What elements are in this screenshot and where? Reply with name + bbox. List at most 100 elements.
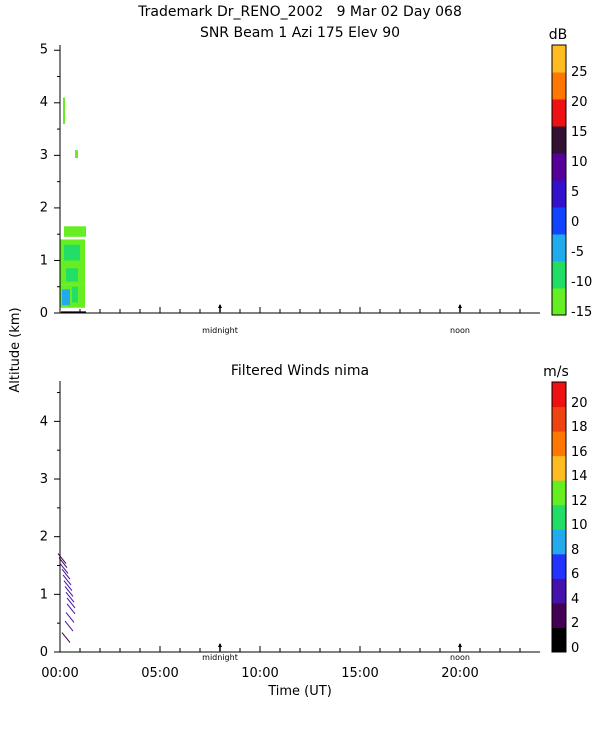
colorbar-swatch-8: [552, 72, 566, 100]
colorbar-swatch-2: [552, 234, 566, 262]
colorbar-swatch-10: [552, 382, 566, 408]
snr-cell-3: [62, 289, 70, 306]
cb1-tick-7: -10: [571, 275, 592, 290]
wind-barb-5: [65, 591, 75, 603]
xtick-1: 05:00: [141, 666, 178, 681]
wind-barb-4: [66, 597, 76, 609]
panel2-title: Filtered Winds nima: [231, 363, 369, 379]
panel1-ytick-2: 2: [40, 201, 48, 216]
colorbar-swatch-9: [552, 45, 566, 73]
xtick-3: 15:00: [341, 666, 378, 681]
panel1-noon-label: noon: [450, 326, 470, 335]
colorbar-swatch-1: [552, 602, 566, 628]
cb2-tick-9: 2: [571, 616, 579, 631]
colorbar-swatch-4: [552, 180, 566, 208]
header-line1: Trademark Dr_RENO_2002 9 Mar 02 Day 068: [137, 4, 462, 20]
panel2-ytick-2: 2: [40, 530, 48, 545]
panel1-noon-arrowhead: [458, 304, 462, 308]
xtick-2: 10:00: [241, 666, 278, 681]
panel2-midnight-arrowhead: [218, 643, 222, 647]
panel1-ytick-4: 4: [40, 95, 48, 110]
cb2-tick-1: 18: [571, 420, 588, 435]
wind-barb-10: [59, 563, 69, 574]
panel2-noon-arrowhead: [458, 643, 462, 647]
wind-barb-6: [64, 586, 74, 597]
colorbar-swatch-5: [552, 504, 566, 530]
cb2-tick-10: 0: [571, 641, 579, 656]
cb1-tick-6: -5: [571, 245, 584, 260]
cb2-tick-6: 8: [571, 543, 579, 558]
panel1-ytick-1: 1: [40, 253, 48, 268]
colorbar-swatch-7: [552, 455, 566, 481]
cb2-tick-4: 12: [571, 494, 588, 509]
colorbar-swatch-1: [552, 261, 566, 289]
colorbar-swatch-4: [552, 529, 566, 555]
snr-cell-2: [64, 226, 86, 237]
cb1-tick-8: -15: [571, 305, 592, 320]
wind-barb-9: [61, 568, 71, 580]
cb2-tick-7: 6: [571, 567, 579, 582]
snr-cell-6: [64, 244, 80, 261]
cb2-tick-5: 10: [571, 518, 588, 533]
snr-cell-7: [63, 97, 65, 124]
colorbar-swatch-6: [552, 480, 566, 506]
wind-barb-7: [63, 580, 73, 592]
cb1-tick-3: 10: [571, 155, 588, 170]
cb2-tick-3: 14: [571, 469, 588, 484]
cb2-tick-8: 4: [571, 592, 579, 607]
cb2-tick-2: 16: [571, 445, 588, 460]
snr-colorbar-frame: [551, 44, 567, 316]
wind-barb-1: [64, 620, 74, 632]
colorbar1-unit: dB: [549, 27, 568, 43]
panel1-ytick-3: 3: [40, 148, 48, 163]
colorbar-swatch-6: [552, 126, 566, 154]
wind-barb-12: [57, 553, 67, 564]
y-axis-label: Altitude (km): [8, 307, 23, 392]
cb1-tick-5: 0: [571, 215, 579, 230]
cb1-tick-2: 15: [571, 125, 588, 140]
panel2-y-ticks: 0 1 2 3 4: [40, 415, 48, 661]
cb2-tick-0: 20: [571, 396, 588, 411]
wind-colorbar-frame: [551, 381, 567, 653]
panel2-ytick-0: 0: [40, 645, 48, 660]
panel1-y-ticks: 0 1 2 3 4 5: [40, 43, 48, 322]
snr-cell-4: [72, 286, 78, 303]
colorbar-swatch-0: [552, 288, 566, 316]
panel2-noon-label: noon: [450, 653, 470, 662]
wind-barb-2: [65, 612, 75, 623]
colorbar-swatch-9: [552, 406, 566, 432]
snr-colorbar: [552, 45, 566, 316]
colorbar-swatch-3: [552, 553, 566, 579]
panel2-midnight-label: midnight: [202, 653, 238, 662]
snr-colorbar-ticks: 25 20 15 10 5 0 -5 -10 -15: [571, 65, 592, 320]
cb1-tick-0: 25: [571, 65, 588, 80]
panel1-ytick-0: 0: [40, 306, 48, 321]
day-markers: midnight noon midnight noon: [202, 326, 470, 662]
x-axis-label: Time (UT): [267, 684, 332, 699]
panel1-midnight-label: midnight: [202, 326, 238, 335]
wind-barb-3: [66, 603, 76, 615]
wind-barb-8: [62, 574, 72, 586]
x-ticks: 00:00 05:00 10:00 15:00 20:00: [41, 666, 478, 681]
axes-ticks: [54, 49, 521, 653]
colorbar-swatch-3: [552, 207, 566, 235]
cb1-tick-4: 5: [571, 185, 579, 200]
colorbar-swatch-5: [552, 153, 566, 181]
panel1-ytick-5: 5: [40, 43, 48, 58]
wind-colorbar-ticks: 20 18 16 14 12 10 8 6 4 2 0: [571, 396, 588, 656]
header-line2: SNR Beam 1 Azi 175 Elev 90: [200, 25, 400, 41]
wind-barb-0: [61, 632, 71, 643]
panel2-ytick-4: 4: [40, 415, 48, 430]
colorbar-swatch-2: [552, 578, 566, 604]
colorbar-swatch-8: [552, 431, 566, 457]
panel1-midnight-arrowhead: [218, 304, 222, 308]
snr-cell-8: [75, 150, 78, 158]
colorbar-swatch-0: [552, 627, 566, 653]
snr-heatmap-cells: [60, 97, 86, 308]
wind-colorbar: [552, 382, 566, 653]
panel2-ytick-1: 1: [40, 587, 48, 602]
colorbar-swatch-7: [552, 99, 566, 127]
panel2-ytick-3: 3: [40, 472, 48, 487]
wind-barbs: [57, 553, 76, 643]
cb1-tick-1: 20: [571, 95, 588, 110]
